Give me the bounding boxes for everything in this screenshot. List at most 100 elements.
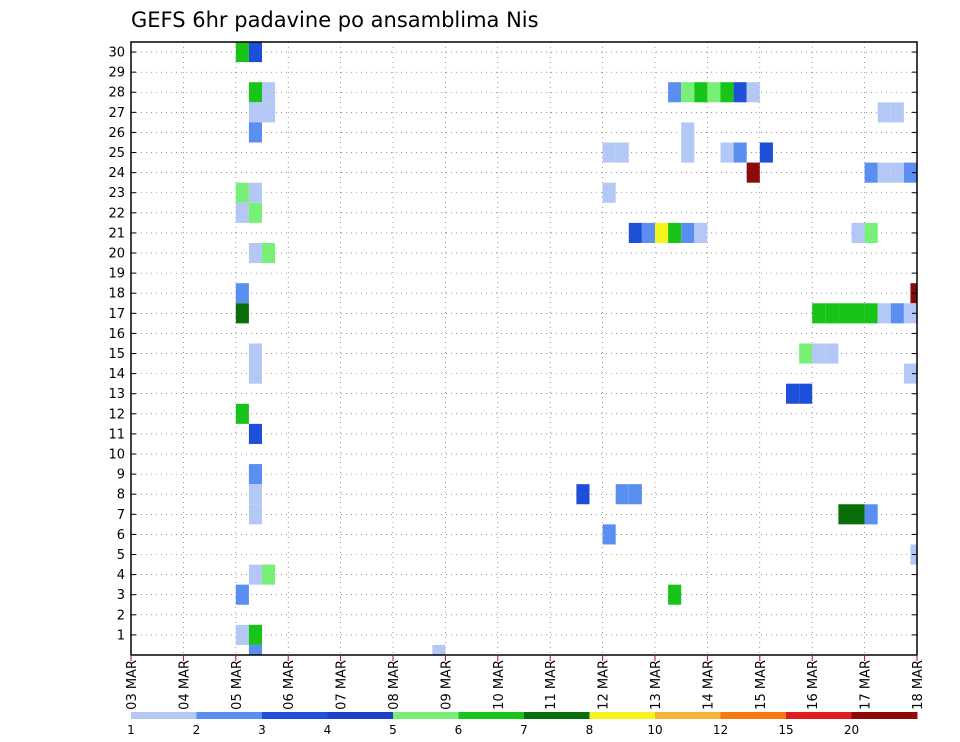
y-tick-label: 18	[108, 287, 125, 302]
x-tick-label: 09 MAR	[439, 660, 454, 710]
y-tick-label: 26	[108, 126, 125, 141]
colorbar-label: 20	[844, 723, 859, 737]
x-axis-ticks: 03 MAR 04 MAR 05 MAR 06 MAR 07 MAR 08 MAR 09 M…	[125, 655, 926, 710]
y-tick-label: 29	[108, 66, 125, 81]
colorbar-swatch	[720, 712, 787, 719]
x-tick-label: 07 MAR	[335, 660, 350, 710]
ensemble-cell	[877, 303, 891, 324]
y-tick-label: 10	[108, 448, 125, 463]
ensemble-cell	[890, 102, 904, 123]
ensemble-cell	[746, 162, 760, 183]
ensemble-cell	[576, 484, 590, 505]
colorbar-label: 8	[586, 723, 594, 737]
ensemble-cell	[851, 504, 865, 525]
colorbar-label: 2	[193, 723, 201, 737]
ensemble-cell	[615, 142, 629, 163]
ensemble-cells	[235, 42, 917, 655]
ensemble-cell	[248, 363, 262, 384]
y-tick-label: 25	[108, 146, 125, 161]
ensemble-cell	[903, 162, 917, 183]
y-tick-label: 13	[108, 387, 125, 402]
ensemble-cell	[235, 283, 249, 304]
ensemble-cell	[248, 504, 262, 525]
colorbar-label: 10	[647, 723, 662, 737]
ensemble-cell	[720, 142, 734, 163]
y-tick-label: 20	[108, 247, 125, 262]
ensemble-cell	[432, 644, 446, 655]
ensemble-cell	[681, 142, 695, 163]
ensemble-cell	[248, 102, 262, 123]
ensemble-cell	[248, 484, 262, 505]
ensemble-cell	[235, 202, 249, 223]
ensemble-cell	[668, 222, 682, 243]
ensemble-cell	[746, 82, 760, 103]
ensemble-cell	[799, 383, 813, 404]
colorbar-label: 4	[324, 723, 332, 737]
x-tick-label: 06 MAR	[282, 660, 297, 710]
colorbar-label: 6	[455, 723, 463, 737]
colorbar-label: 1	[127, 723, 135, 737]
y-tick-label: 3	[117, 588, 125, 603]
ensemble-cell	[262, 82, 276, 103]
ensemble-cell	[759, 142, 773, 163]
ensemble-cell	[235, 303, 249, 324]
x-tick-label: 18 MAR	[911, 660, 926, 710]
ensemble-cell	[877, 102, 891, 123]
ensemble-cell	[248, 122, 262, 143]
y-tick-label: 1	[117, 628, 125, 643]
colorbar-swatch	[786, 712, 852, 719]
y-tick-label: 17	[108, 307, 125, 322]
ensemble-cell	[825, 343, 839, 364]
ensemble-cell	[694, 82, 708, 103]
ensemble-cell	[602, 182, 616, 203]
x-tick-label: 10 MAR	[492, 660, 507, 710]
y-tick-label: 30	[108, 46, 125, 61]
ensemble-cell	[851, 303, 865, 324]
y-tick-label: 23	[108, 186, 125, 201]
x-tick-label: 16 MAR	[806, 660, 821, 710]
ensemble-cell	[602, 142, 616, 163]
ensemble-cell	[864, 504, 878, 525]
colorbar-label: 5	[389, 723, 397, 737]
y-tick-label: 11	[108, 427, 125, 442]
ensemble-cell	[838, 504, 852, 525]
x-tick-label: 11 MAR	[544, 660, 559, 710]
ensemble-cell	[262, 102, 276, 123]
ensemble-cell	[641, 222, 655, 243]
ensemble-cell	[235, 403, 249, 424]
y-tick-label: 8	[117, 488, 125, 503]
plot-frame	[130, 41, 918, 656]
chart-title: GEFS 6hr padavine po ansamblima Nis	[131, 8, 539, 32]
y-tick-label: 7	[117, 508, 125, 523]
ensemble-cell	[235, 624, 249, 645]
colorbar-label: 15	[778, 723, 793, 737]
x-tick-label: 14 MAR	[701, 660, 716, 710]
colorbar-label: 7	[520, 723, 528, 737]
colorbar-label: 12	[713, 723, 728, 737]
ensemble-cell	[262, 564, 276, 585]
y-tick-label: 28	[108, 86, 125, 101]
ensemble-cell	[903, 363, 917, 384]
ensemble-cell	[668, 82, 682, 103]
colorbar-swatch	[131, 712, 197, 719]
y-tick-label: 6	[117, 528, 125, 543]
ensemble-cell	[838, 303, 852, 324]
ensemble-cell	[812, 343, 826, 364]
x-tick-label: 03 MAR	[125, 660, 140, 710]
ensemble-cell	[903, 303, 917, 324]
y-tick-label: 22	[108, 206, 125, 221]
ensemble-cell	[248, 242, 262, 264]
ensemble-cell	[248, 624, 262, 645]
y-tick-label: 15	[108, 347, 125, 362]
ensemble-cell	[825, 303, 839, 324]
colorbar-swatch	[196, 712, 263, 719]
ensemble-cell	[851, 222, 865, 243]
colorbar-label: 3	[258, 723, 266, 737]
ensemble-cell	[890, 162, 904, 183]
ensemble-cell	[799, 343, 813, 364]
x-tick-label: 15 MAR	[754, 660, 769, 710]
ensemble-cell	[602, 524, 616, 545]
ensemble-cell	[628, 222, 642, 243]
ensemble-cell	[812, 303, 826, 324]
ensemble-cell	[707, 82, 721, 103]
